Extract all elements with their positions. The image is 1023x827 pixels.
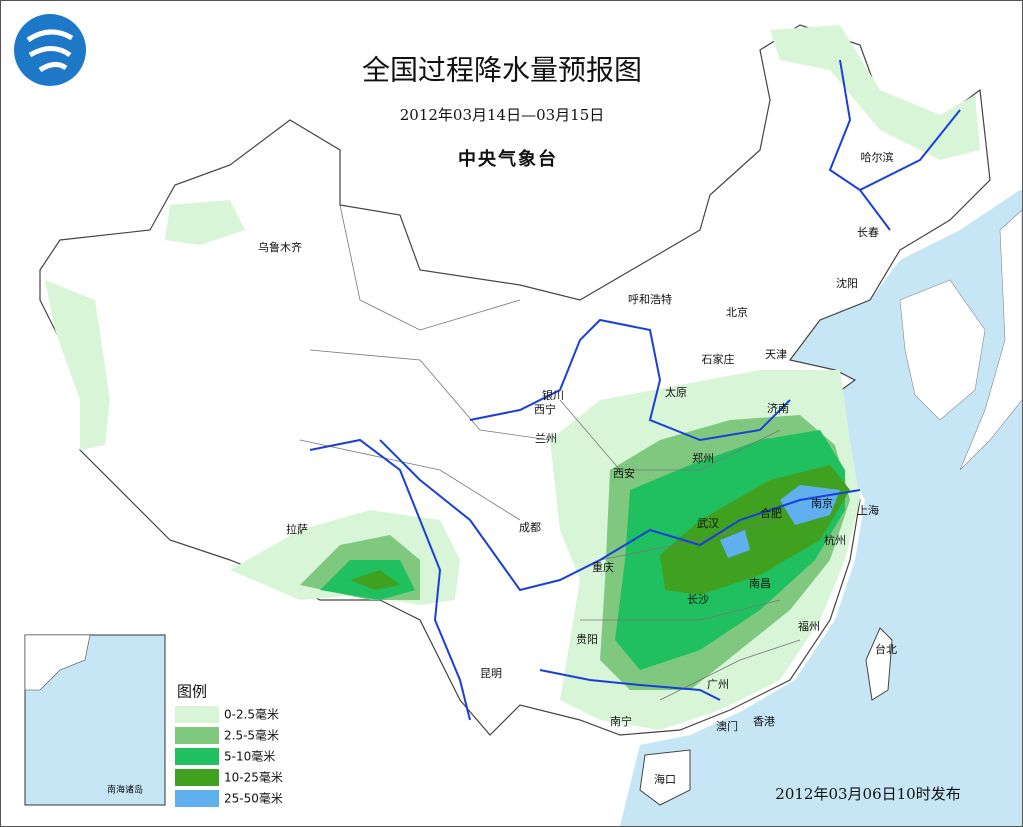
city-label: 广州 xyxy=(707,678,729,691)
legend-label: 5-10毫米 xyxy=(224,749,275,764)
zone-25-50 xyxy=(720,530,750,558)
legend-swatch xyxy=(175,727,219,744)
city-label: 哈尔滨 xyxy=(861,150,894,164)
issuer: 中央气象台 xyxy=(458,148,558,170)
city-label: 成都 xyxy=(519,521,541,534)
pearl-river xyxy=(539,669,721,701)
legend-label: 2.5-5毫米 xyxy=(224,728,279,743)
legend-label: 25-50毫米 xyxy=(224,791,283,806)
legend-swatch xyxy=(175,769,219,786)
city-label: 天津 xyxy=(765,348,787,361)
city-label: 石家庄 xyxy=(702,352,735,366)
city-label: 南宁 xyxy=(610,714,632,728)
legend: 0-2.5毫米 2.5-5毫米 5-10毫米 10-25毫米 25-50毫米 xyxy=(175,706,283,807)
korea xyxy=(899,279,986,421)
city-label: 台北 xyxy=(875,642,897,656)
city-label: 西安 xyxy=(613,466,635,480)
city-label: 西宁 xyxy=(534,402,556,416)
city-label: 北京 xyxy=(726,305,748,319)
legend-label: 0-2.5毫米 xyxy=(224,707,279,722)
city-label: 呼和浩特 xyxy=(628,292,672,306)
zone-0-2.5 xyxy=(45,280,110,450)
city-label: 贵阳 xyxy=(576,633,598,646)
river xyxy=(309,438,471,721)
yellow-river xyxy=(469,318,791,442)
precip-zones xyxy=(45,25,980,730)
city-label: 沈阳 xyxy=(836,276,858,290)
city-label: 杭州 xyxy=(824,533,846,547)
title: 全国过程降水量预报图 xyxy=(362,54,642,87)
zone-0-2.5 xyxy=(165,200,245,245)
legend-swatch xyxy=(175,706,219,723)
legend-swatch xyxy=(175,790,219,807)
city-label: 福州 xyxy=(798,619,820,633)
city-label: 长沙 xyxy=(687,593,709,606)
songhua-river xyxy=(828,59,961,231)
zone-10-25 xyxy=(350,570,400,590)
city-label: 太原 xyxy=(665,386,687,399)
city-label: 兰州 xyxy=(535,432,557,445)
legend-title: 图例 xyxy=(177,683,207,701)
city-label: 南昌 xyxy=(749,577,771,590)
province-borders xyxy=(299,204,801,701)
city-label: 澳门 xyxy=(716,719,738,733)
city-label: 乌鲁木齐 xyxy=(258,240,302,254)
inset-label: 南海诸岛 xyxy=(107,784,143,796)
city-label: 郑州 xyxy=(692,451,714,465)
hainan xyxy=(639,749,691,806)
japan xyxy=(959,209,1023,471)
city-label: 银川 xyxy=(542,388,564,402)
city-label: 南京 xyxy=(811,496,833,510)
release-time: 2012年03月06日10时发布 xyxy=(775,785,960,803)
city-label: 合肥 xyxy=(760,506,782,520)
inset-land xyxy=(24,634,91,691)
legend-label: 10-25毫米 xyxy=(224,770,283,785)
city-label: 香港 xyxy=(753,715,775,728)
zone-0-2.5 xyxy=(770,25,980,160)
taiwan xyxy=(865,627,893,701)
city-label: 昆明 xyxy=(480,667,502,680)
yangtze xyxy=(379,439,861,592)
city-label: 济南 xyxy=(767,401,789,415)
city-label: 海口 xyxy=(654,772,676,786)
city-label: 武汉 xyxy=(697,517,719,530)
logo-mark xyxy=(26,29,74,73)
city-label: 拉萨 xyxy=(286,522,308,536)
period: 2012年03月14日—03月15日 xyxy=(400,106,605,124)
city-label: 重庆 xyxy=(592,560,614,574)
legend-swatch xyxy=(175,748,219,765)
city-label: 上海 xyxy=(857,503,879,517)
city-label: 长春 xyxy=(857,226,879,239)
logo xyxy=(14,14,86,86)
